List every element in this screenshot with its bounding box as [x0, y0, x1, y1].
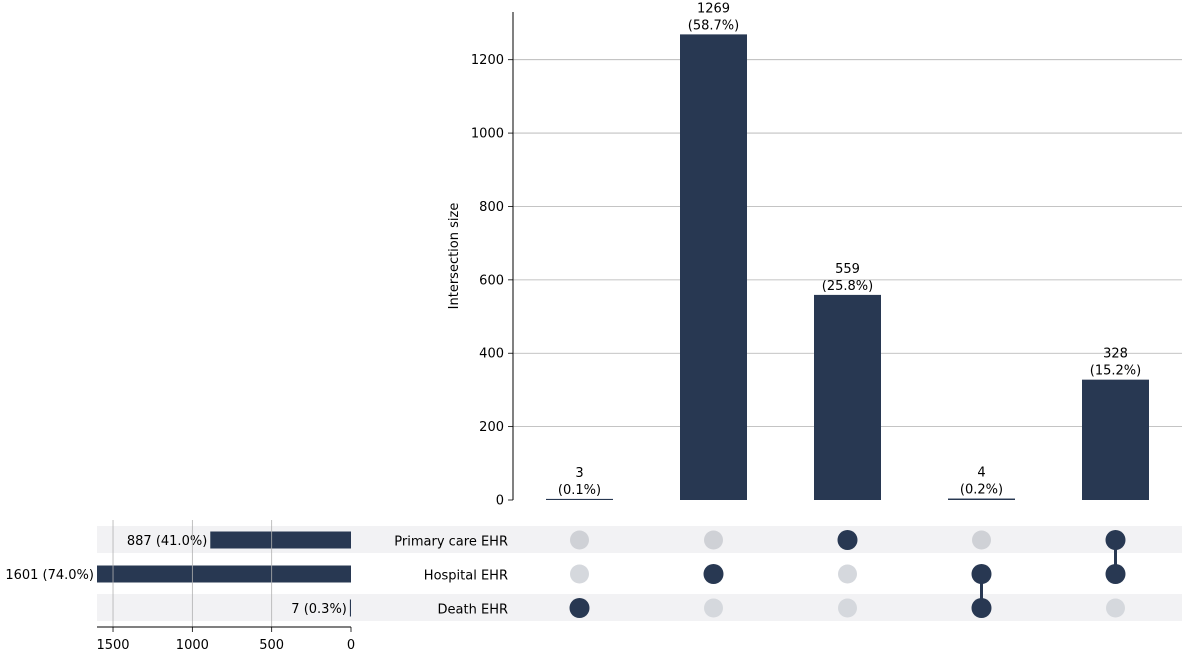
- membership-dot-inactive: [838, 564, 857, 584]
- set-size-bar: [97, 565, 351, 583]
- intersection-y-axis: 0 200 400 600 800 1000 1200 Intersection size: [447, 12, 514, 509]
- y-tick-label: 600: [479, 273, 504, 288]
- set-name-label: Hospital EHR: [424, 569, 508, 584]
- intersection-bar: [546, 498, 613, 500]
- membership-matrix: [569, 530, 1126, 618]
- matrix-row-stripe: [97, 594, 1182, 621]
- y-tick-label: 200: [479, 420, 504, 435]
- membership-dot-inactive: [704, 598, 723, 618]
- intersection-bar-label: 1269 (58.7%): [688, 1, 739, 33]
- intersection-bar: [1082, 379, 1149, 500]
- set-x-tick-label: 1000: [176, 638, 209, 651]
- membership-dot-active: [703, 564, 724, 584]
- membership-dot-active: [971, 564, 992, 584]
- set-size-bars: 887 (41.0%) 1601 (74.0%) 7 (0.3%): [5, 531, 351, 617]
- membership-dot-inactive: [972, 530, 991, 550]
- intersection-bar-label: 328 (15.2%): [1090, 347, 1141, 379]
- intersection-bar: [814, 294, 881, 500]
- set-size-label: 887 (41.0%): [127, 534, 207, 549]
- set-x-tick-label: 0: [347, 638, 355, 651]
- set-name-label: Primary care EHR: [394, 535, 508, 550]
- y-tick-label: 0: [496, 494, 504, 509]
- membership-dot-inactive: [1106, 598, 1125, 618]
- membership-dot-active: [837, 530, 858, 550]
- set-size-x-axis: 1500 1000 500 0: [96, 520, 355, 651]
- set-name-labels: Primary care EHR Hospital EHR Death EHR: [394, 535, 508, 618]
- y-tick-label: 800: [479, 200, 504, 215]
- set-name-label: Death EHR: [438, 603, 508, 618]
- membership-dot-inactive: [704, 530, 723, 550]
- membership-dot-active: [569, 598, 590, 618]
- set-size-label: 1601 (74.0%): [5, 568, 94, 583]
- intersection-bar-label: 559 (25.8%): [822, 262, 873, 294]
- set-x-tick-label: 500: [259, 638, 284, 651]
- membership-dot-active: [971, 598, 992, 618]
- membership-dot-active: [1105, 530, 1126, 550]
- membership-dot-inactive: [838, 598, 857, 618]
- y-axis-title: Intersection size: [447, 203, 462, 310]
- intersection-bars: [546, 34, 1149, 500]
- membership-dot-inactive: [570, 530, 589, 550]
- intersection-bar: [680, 34, 747, 500]
- y-tick-label: 1000: [471, 127, 504, 142]
- intersection-bar-labels: 3 (0.1%) 1269 (58.7%) 559 (25.8%) 4 (0.2%) 328 (1…: [558, 1, 1141, 498]
- set-size-bar: [210, 531, 351, 549]
- set-size-label: 7 (0.3%): [291, 602, 347, 617]
- intersection-bar-label: 3 (0.1%): [558, 466, 601, 498]
- set-size-bar: [349, 599, 351, 617]
- y-tick-label: 1200: [471, 53, 504, 68]
- y-tick-label: 400: [479, 347, 504, 362]
- intersection-bar-label: 4 (0.2%): [960, 466, 1003, 498]
- set-x-tick-label: 1500: [96, 638, 129, 651]
- membership-dot-inactive: [570, 564, 589, 584]
- membership-dot-active: [1105, 564, 1126, 584]
- intersection-bar: [948, 498, 1015, 500]
